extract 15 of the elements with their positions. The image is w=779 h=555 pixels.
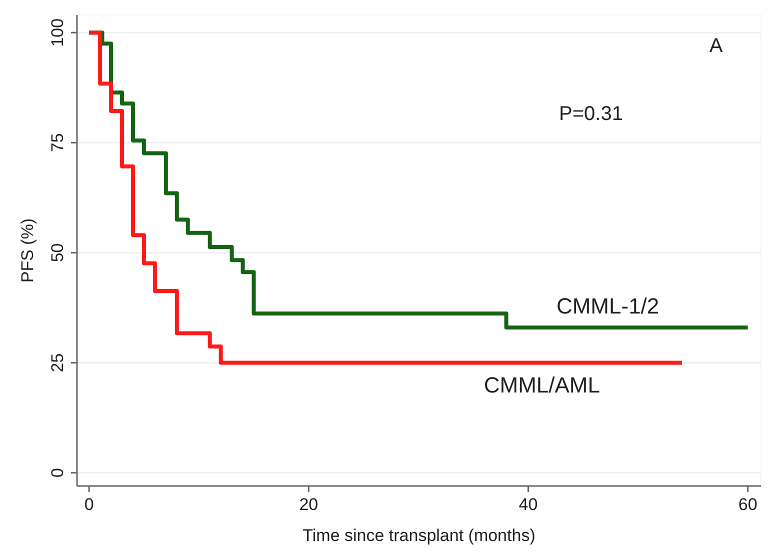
x-tick-label: 20 <box>299 495 318 514</box>
y-tick-label: 100 <box>48 18 67 47</box>
y-tick-label: 25 <box>48 353 67 372</box>
y-axis-title: PFS (%) <box>18 218 37 283</box>
series-label: CMML/AML <box>484 372 600 398</box>
annotation: A <box>709 35 724 57</box>
y-tick-label: 50 <box>48 243 67 262</box>
x-axis-title: Time since transplant (months) <box>302 526 536 545</box>
x-tick-label: 40 <box>518 495 538 514</box>
x-tick-label: 0 <box>84 495 94 514</box>
y-tick-label: 0 <box>48 468 67 478</box>
annotation: P=0.31 <box>559 103 623 125</box>
y-tick-label: 75 <box>48 133 67 152</box>
series-label: CMML-1/2 <box>556 294 660 319</box>
x-tick-label: 60 <box>738 495 758 514</box>
